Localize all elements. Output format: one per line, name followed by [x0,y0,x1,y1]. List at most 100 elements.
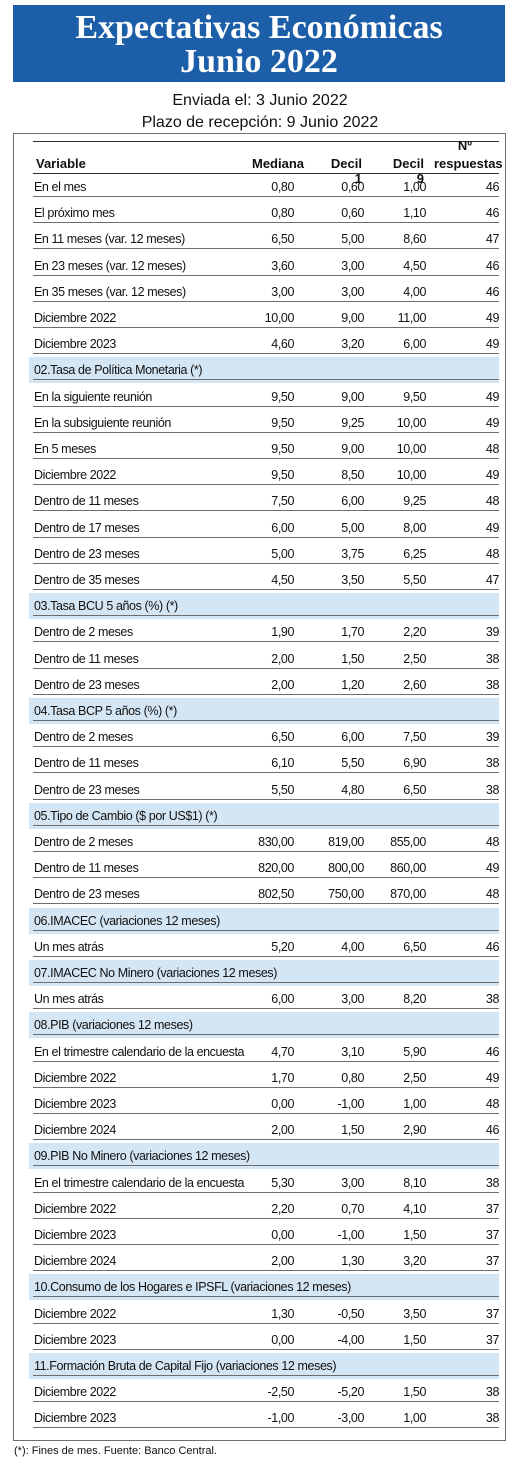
cell-mediana: 0,00 [271,1097,294,1111]
row-rule [33,667,499,669]
table-row: En el trimestre calendario de la encuest… [29,1170,499,1196]
table-row: Dentro de 11 meses 6,10 5,50 6,90 38 [29,750,499,776]
section-title: 07.IMACEC No Minero (variaciones 12 mese… [34,966,278,980]
cell-decil1: 3,75 [341,546,364,561]
cell-decil9: 855,00 [390,835,426,849]
row-rule [33,772,499,774]
row-rule [33,274,499,276]
table-row: Diciembre 2023 -1,00 -3,00 1,00 38 [29,1405,499,1431]
row-rule [33,222,499,224]
section-title: 10.Consumo de los Hogares e IPSFL (varia… [34,1280,351,1295]
table-row: Diciembre 2022 10,00 9,00 11,00 49 [29,305,499,331]
cell-decil9: 11,00 [397,311,427,325]
cell-decil1: -5,20 [337,1385,365,1400]
cell-decil1: 4,80 [341,782,364,797]
row-rule [33,1139,499,1141]
section-title: 09.PIB No Minero (variaciones 12 meses) [34,1149,250,1164]
cell-decil1: 6,00 [341,730,364,745]
expectations-table: Variable Mediana Decil 1 Decil 9 Nº resp… [13,133,506,1441]
cell-decil1: 0,80 [341,1070,364,1085]
section-title: 06.IMACEC (variaciones 12 meses) [34,913,220,928]
row-label: Dentro de 23 meses [34,887,140,902]
row-label: Diciembre 2024 [34,1123,116,1138]
row-label: Dentro de 2 meses [34,835,133,849]
row-rule [33,1270,499,1272]
row-rule [33,1060,499,1062]
row-label: Dentro de 17 meses [34,520,140,535]
cell-decil1: 4,00 [341,939,364,954]
row-rule [33,458,499,459]
row-rule [33,877,499,879]
cell-mediana: 6,50 [271,232,294,247]
cell-decil9: 870,00 [390,887,426,902]
cell-respuestas: 37 [485,1306,500,1321]
cell-respuestas: 38 [485,1175,500,1190]
table-row: Diciembre 2022 -2,50 -5,20 1,50 38 [29,1379,499,1405]
cell-mediana: 6,50 [271,730,294,745]
table-row: Diciembre 2022 1,30 -0,50 3,50 37 [29,1301,499,1327]
cell-respuestas: 38 [485,651,500,666]
table-row: El próximo mes 0,80 0,60 1,10 46 [29,200,499,226]
cell-decil9: 2,20 [403,625,426,640]
table-row: Dentro de 2 meses 830,00 819,00 855,00 48 [29,829,499,855]
cell-mediana: 830,00 [258,835,294,849]
cell-respuestas: 49 [485,520,500,535]
title-banner: Expectativas Económicas Junio 2022 [13,5,505,82]
cell-mediana: 7,50 [271,494,294,509]
cell-decil1: -3,00 [337,1411,365,1426]
cell-decil9: 1,00 [403,1097,426,1111]
row-label: Diciembre 2023 [34,337,116,352]
table-row: En el mes 0,80 0,60 1,00 46 [29,174,499,200]
row-label: Diciembre 2023 [34,1332,116,1347]
row-rule [33,1244,499,1245]
row-rule [33,484,499,486]
table-row: Dentro de 11 meses 2,00 1,50 2,50 38 [29,646,499,672]
row-label: En 5 meses [34,442,97,456]
table-row: Dentro de 23 meses 5,50 4,80 6,50 38 [29,777,499,803]
cell-decil9: 2,60 [403,677,426,692]
row-label: En 11 meses (var. 12 meses) [34,232,185,247]
row-rule [33,562,499,564]
cell-respuestas: 49 [485,389,500,404]
cell-mediana: 802,50 [258,887,294,902]
row-rule [33,824,499,826]
cell-decil9: 6,50 [403,782,426,797]
cell-decil9: 8,00 [403,520,426,535]
row-label: Dentro de 2 meses [34,625,133,640]
cell-decil9: 5,50 [403,573,426,587]
cell-respuestas: 37 [485,1201,500,1216]
row-label: En el mes [34,180,86,194]
cell-mediana: -1,00 [267,1411,295,1426]
cell-decil1: -0,50 [337,1306,365,1321]
row-rule [33,1008,499,1010]
cell-mediana: 10,00 [264,311,295,325]
cell-decil9: 6,90 [403,756,426,771]
row-rule [33,196,499,197]
cell-mediana: 9,50 [271,468,294,483]
row-label: Dentro de 2 meses [34,730,133,745]
cell-decil1: 1,50 [341,651,364,666]
row-label: Diciembre 2023 [34,1228,116,1242]
row-rule [33,1322,499,1324]
reception-deadline: Plazo de recepción: 9 Junio 2022 [141,114,379,131]
row-label: En el trimestre calendario de la encuest… [34,1044,245,1059]
cell-respuestas: 38 [485,1385,500,1400]
title-line-1: Expectativas Económicas [75,9,443,46]
header-bottom-rule [33,173,499,174]
table-row: Diciembre 2024 2,00 1,30 3,20 37 [29,1248,499,1274]
row-label: En la siguiente reunión [34,389,152,404]
cell-decil9: 4,10 [403,1201,426,1216]
cell-decil1: 1,70 [341,625,364,640]
cell-decil9: 1,00 [403,1411,426,1426]
col-decil9: Decil 9 [392,156,424,186]
cell-decil1: 3,00 [341,992,364,1007]
section-title: 05.Tipo de Cambio ($ por US$1) (*) [34,808,218,823]
table-row: En el trimestre calendario de la encuest… [29,1039,499,1065]
table-row: Dentro de 2 meses 6,50 6,00 7,50 39 [29,724,499,750]
cell-respuestas: 49 [485,1070,500,1085]
cell-decil9: 6,00 [403,337,426,352]
footnote: (*): Fines de mes. Fuente: Banco Central… [14,1445,217,1457]
cell-respuestas: 37 [485,1254,500,1269]
table-row: Un mes atrás 6,00 3,00 8,20 38 [29,986,499,1012]
row-rule [33,615,499,617]
